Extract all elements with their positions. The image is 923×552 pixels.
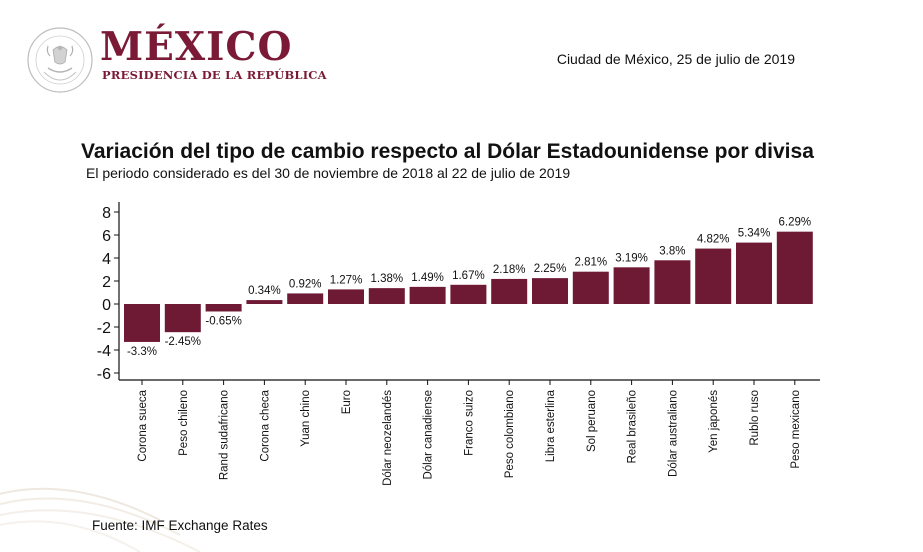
data-label: -0.65%: [205, 315, 241, 327]
data-label: -3.3%: [127, 346, 157, 358]
y-tick-label: -6: [97, 366, 111, 383]
x-tick-label: Rand sudafricano: [219, 390, 231, 480]
data-label: -2.45%: [165, 336, 201, 348]
bar: [491, 278, 528, 304]
chart-title: Variación del tipo de cambio respecto al…: [81, 140, 814, 163]
chart-subtitle: El periodo considerado es del 30 de novi…: [86, 165, 571, 181]
y-tick-label: 4: [102, 251, 111, 268]
x-tick-label: Dólar neozelandés: [382, 390, 394, 486]
y-tick-label: -2: [97, 320, 111, 337]
x-tick-label: Real brasileño: [627, 390, 639, 464]
data-label: 0.92%: [289, 278, 322, 290]
bar: [776, 231, 813, 304]
coat-of-arms-seal-icon: [27, 27, 93, 93]
x-tick-label: Dólar canadiense: [423, 390, 435, 480]
brand-title: MÉXICO: [100, 24, 293, 70]
y-tick-label: 2: [102, 274, 111, 291]
y-tick-label: 0: [102, 297, 111, 314]
bar: [736, 242, 772, 304]
x-tick-label: Libra esterlina: [545, 389, 557, 462]
data-label: 3.8%: [659, 245, 685, 257]
x-tick-label: Franco suizo: [463, 390, 475, 456]
date-line: Ciudad de México, 25 de julio de 2019: [556, 51, 795, 67]
data-label: 0.34%: [248, 285, 281, 297]
bar: [164, 304, 201, 333]
y-tick-label: 8: [102, 205, 111, 222]
bar: [695, 248, 732, 304]
bar: [246, 300, 283, 304]
data-label: 2.25%: [534, 263, 567, 275]
bar: [205, 304, 242, 312]
x-tick-label: Dólar australiano: [667, 390, 679, 477]
data-label: 1.67%: [452, 270, 485, 282]
data-label: 1.49%: [411, 272, 444, 284]
bar: [613, 267, 650, 304]
bar: [328, 289, 364, 304]
bar: [287, 293, 324, 304]
y-tick-label: -4: [97, 343, 111, 360]
brand-subtitle: PRESIDENCIA DE LA REPÚBLICA: [102, 68, 327, 82]
bar: [368, 288, 405, 304]
bar: [450, 284, 487, 304]
data-label: 6.29%: [778, 217, 811, 229]
data-label: 2.81%: [574, 257, 607, 269]
source-note: Fuente: IMF Exchange Rates: [92, 518, 268, 533]
data-label: 3.19%: [615, 252, 648, 264]
data-label: 4.82%: [697, 234, 730, 246]
x-tick-label: Peso chileno: [178, 390, 190, 456]
bar: [532, 278, 568, 304]
bar: [124, 304, 160, 342]
x-tick-label: Peso mexicano: [790, 390, 802, 469]
x-tick-label: Sol peruano: [586, 390, 598, 452]
bar: [654, 260, 691, 304]
x-tick-label: Yuan chino: [300, 390, 312, 447]
x-tick-label: Yen japonés: [708, 390, 720, 453]
x-tick-label: Peso colombiano: [504, 390, 516, 478]
data-label: 1.38%: [370, 273, 403, 285]
data-label: 2.18%: [493, 264, 526, 276]
y-tick-label: 6: [102, 228, 111, 245]
x-tick-label: Rublo ruso: [749, 390, 761, 446]
x-tick-label: Corona checa: [259, 389, 271, 461]
bar: [572, 271, 609, 304]
x-tick-label: Corona sueca: [137, 389, 149, 461]
data-label: 1.27%: [330, 274, 363, 286]
x-tick-label: Euro: [341, 390, 353, 414]
bar: [409, 286, 446, 304]
data-label: 5.34%: [738, 228, 771, 240]
